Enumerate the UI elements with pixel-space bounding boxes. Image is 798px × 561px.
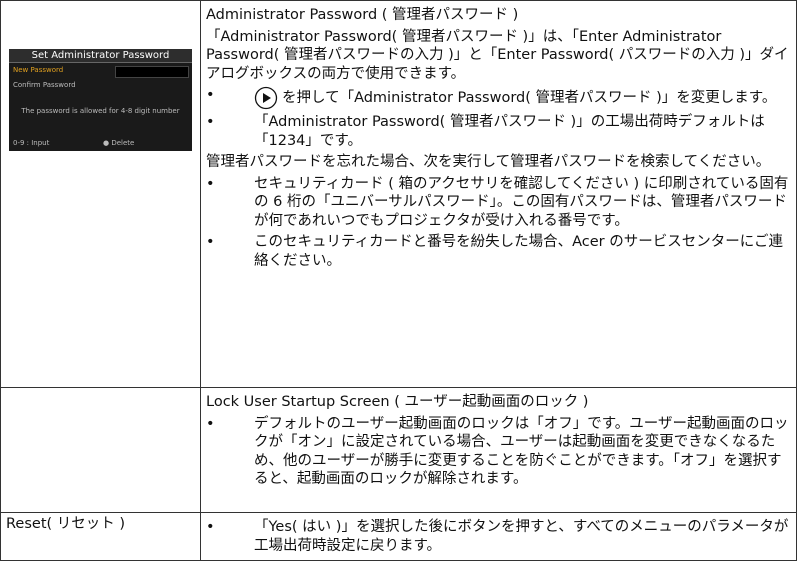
play-icon	[254, 86, 278, 110]
bullet-list: セキュリティカード ( 箱のアクセサリを確認してください ) に印刷されている固…	[206, 175, 790, 271]
osd-label: New Password	[13, 66, 64, 74]
osd-row: New Password	[9, 66, 192, 78]
table-row: Lock User Startup Screen ( ユーザー起動画面のロック …	[0, 387, 797, 513]
osd-label: Confirm Password	[13, 81, 76, 89]
paragraph: 「Administrator Password( 管理者パスワード )」は、「E…	[206, 28, 789, 82]
bullet-list: デフォルトのユーザー起動画面のロックは「オフ」です。ユーザー起動画面のロックが「…	[206, 415, 790, 489]
osd-input: 0-9 : Input	[13, 139, 50, 147]
bullet: 「Yes( はい )」を選択した後にボタンを押すと、すべてのメニューのパラメータ…	[206, 518, 790, 555]
left-cell: Reset( リセット )	[0, 512, 201, 561]
osd-title: Set Administrator Password	[9, 49, 192, 63]
paragraph: 管理者パスワードを忘れた場合、次を実行して管理者パスワードを検索してください。	[206, 154, 771, 170]
bullet: を押して「Administrator Password( 管理者パスワード )」…	[206, 86, 790, 110]
left-cell	[0, 387, 201, 513]
bullet: デフォルトのユーザー起動画面のロックは「オフ」です。ユーザー起動画面のロックが「…	[206, 415, 790, 489]
osd-screenshot: Set Administrator Password New Password …	[9, 49, 192, 151]
osd-field	[115, 66, 189, 78]
osd-row: Confirm Password	[9, 81, 192, 93]
right-cell: 「Yes( はい )」を選択した後にボタンを押すと、すべてのメニューのパラメータ…	[200, 512, 797, 561]
osd-delete: ● Delete	[103, 139, 135, 147]
bullet: 「Administrator Password( 管理者パスワード )」の工場出…	[206, 113, 790, 150]
bullet-list: を押して「Administrator Password( 管理者パスワード )」…	[206, 86, 790, 150]
right-cell: Administrator Password ( 管理者パスワード ) 「Adm…	[200, 0, 797, 388]
bullet: セキュリティカード ( 箱のアクセサリを確認してください ) に印刷されている固…	[206, 175, 790, 231]
osd-footer: 0-9 : Input ● Delete	[13, 139, 188, 148]
left-cell: Set Administrator Password New Password …	[0, 0, 201, 388]
bullet-text: を押して「Administrator Password( 管理者パスワード )」…	[282, 90, 777, 106]
right-cell: Lock User Startup Screen ( ユーザー起動画面のロック …	[200, 387, 797, 513]
osd-hint: The password is allowed for 4-8 digit nu…	[21, 107, 180, 115]
bullet: このセキュリティカードと番号を紛失した場合、Acer のサービスセンターにご連絡…	[206, 233, 790, 270]
bullet-list: 「Yes( はい )」を選択した後にボタンを押すと、すべてのメニューのパラメータ…	[206, 518, 790, 555]
heading: Lock User Startup Screen ( ユーザー起動画面のロック …	[206, 394, 589, 410]
heading: Administrator Password ( 管理者パスワード )	[206, 7, 519, 23]
osd-delete-label: Delete	[111, 139, 135, 147]
table-row: Set Administrator Password New Password …	[0, 0, 797, 388]
table-row: Reset( リセット ) 「Yes( はい )」を選択した後にボタンを押すと、…	[0, 512, 797, 561]
